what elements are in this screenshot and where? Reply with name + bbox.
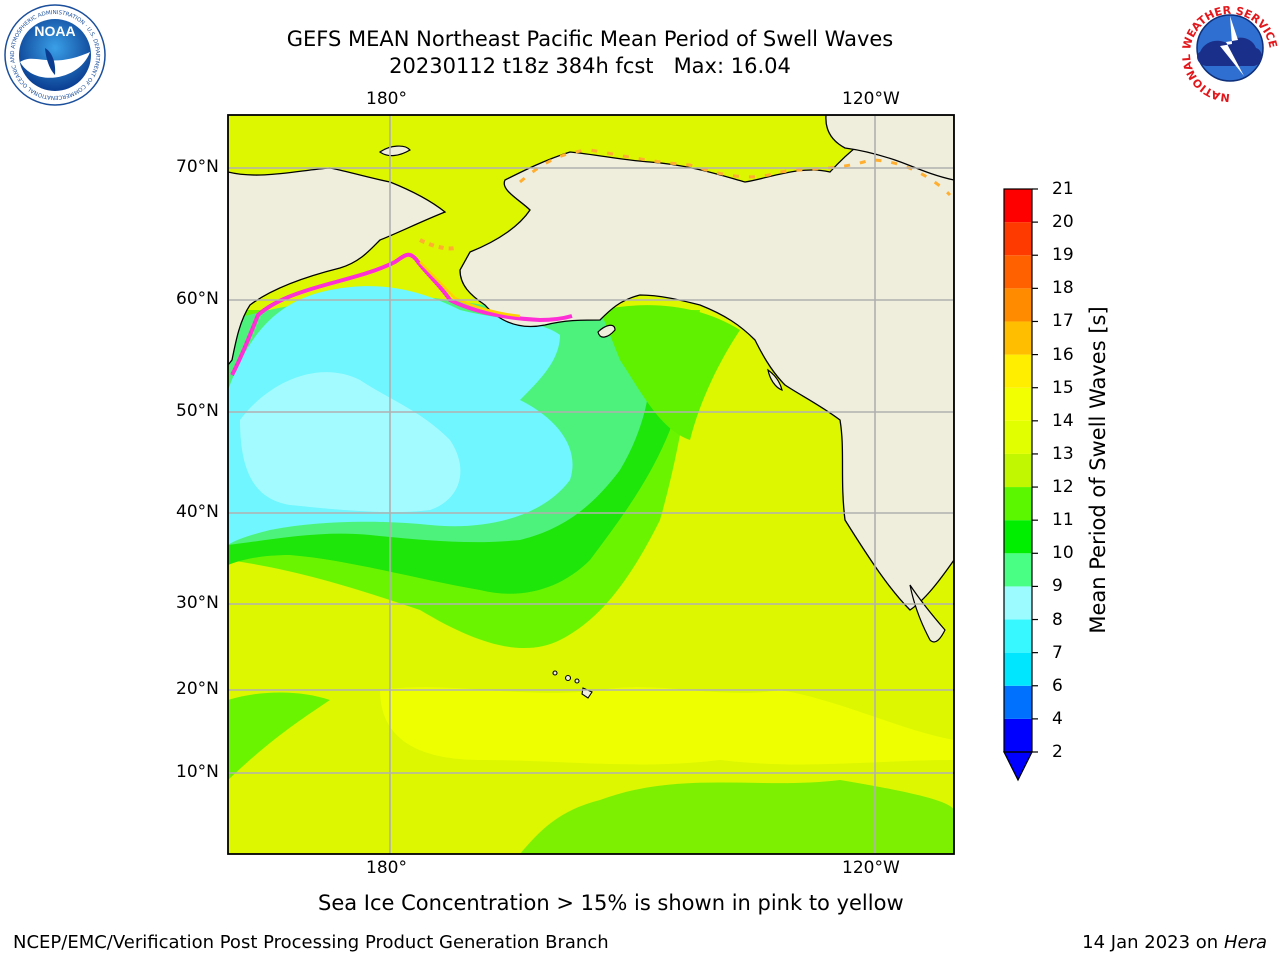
sea-ice-edge-bering [230, 252, 573, 376]
colorbar-tick-label: 15 [1052, 377, 1074, 398]
colorbar-swatch [1004, 553, 1032, 587]
lon-tick-bottom-120w: 120°W [842, 858, 900, 878]
footer-date: 14 Jan 2023 on Hera [1082, 932, 1267, 953]
colorbar-tick-label: 19 [1052, 245, 1074, 266]
colorbar-swatch [1004, 420, 1032, 454]
map-title-line1: GEFS MEAN Northeast Pacific Mean Period … [286, 27, 894, 51]
land-baja [909, 584, 946, 643]
colorbar-swatch [1004, 619, 1032, 653]
colorbar-tick-label: 17 [1052, 311, 1074, 332]
colorbar-tick-label: 8 [1052, 609, 1063, 630]
colorbar-tick-label: 12 [1052, 477, 1074, 498]
map-plot-area [228, 115, 954, 854]
colorbar-swatch [1004, 453, 1032, 488]
lat-tick-20n: 20°N [176, 679, 219, 699]
sea-ice-note: Sea Ice Concentration > 15% is shown in … [318, 891, 904, 915]
colorbar-swatch [1004, 586, 1032, 620]
footer-credit: NCEP/EMC/Verification Post Processing Pr… [13, 932, 609, 953]
swell-region-green-bottom [520, 780, 954, 854]
colorbar-tick-label: 16 [1052, 344, 1074, 365]
colorbar-tick-label: 10 [1052, 543, 1074, 564]
colorbar-tick-label: 11 [1052, 510, 1074, 531]
colorbar-tick-label: 14 [1052, 410, 1074, 431]
colorbar-swatch [1004, 255, 1032, 289]
colorbar-swatch [1004, 387, 1032, 421]
colorbar-swatch [1004, 487, 1032, 521]
land-northeast-corner [825, 115, 954, 181]
sea-ice-chukchi [419, 238, 456, 251]
lat-tick-50n: 50°N [176, 401, 219, 421]
nws-logo: NATIONAL WEATHER SERVICE [1180, 2, 1280, 104]
footer-date-text: 14 Jan 2023 on [1082, 932, 1219, 953]
colorbar-tick-label: 21 [1052, 179, 1074, 199]
colorbar-tick-label: 20 [1052, 212, 1074, 233]
lon-tick-top-180: 180° [366, 89, 407, 109]
sea-ice-edge-bering-yellow [419, 261, 521, 318]
colorbar-tick-label: 9 [1052, 576, 1063, 597]
land-kodiak [597, 324, 616, 338]
colorbar [1003, 188, 1038, 782]
colorbar-swatch [1004, 189, 1032, 223]
lon-tick-bottom-180: 180° [366, 858, 407, 878]
land-alaska-canada [459, 121, 954, 611]
footer-machine: Hera [1223, 932, 1267, 953]
colorbar-title: Mean Period of Swell Waves [s] [1086, 306, 1110, 634]
colorbar-swatch [1004, 321, 1032, 355]
colorbar-tick-label: 7 [1052, 642, 1063, 663]
lat-tick-70n: 70°N [176, 157, 219, 177]
colorbar-tick-label: 2 [1052, 742, 1063, 762]
colorbar-swatch [1004, 652, 1032, 686]
colorbar-frame [1003, 188, 1033, 753]
colorbar-swatch [1004, 718, 1032, 752]
colorbar-tick-label: 13 [1052, 443, 1074, 464]
colorbar-swatch [1004, 520, 1032, 554]
map-frame [227, 114, 955, 855]
map-title-line2: 20230112 t18z 384h fcst Max: 16.04 [389, 54, 791, 78]
lat-tick-40n: 40°N [176, 502, 219, 522]
colorbar-tick-label: 4 [1052, 708, 1063, 729]
colorbar-swatch [1004, 222, 1032, 256]
swell-region-greenish-coast [600, 305, 740, 440]
land-vancouver-island [767, 368, 783, 391]
lat-tick-60n: 60°N [176, 289, 219, 309]
sea-ice-arctic-coast [519, 148, 952, 197]
lat-tick-30n: 30°N [176, 593, 219, 613]
colorbar-extension-triangle [1003, 751, 1033, 782]
colorbar-tick-label: 6 [1052, 675, 1063, 696]
colorbar-swatch [1004, 685, 1032, 719]
colorbar-swatch [1004, 288, 1032, 322]
swell-region-light-cyan [240, 372, 461, 513]
lat-tick-10n: 10°N [176, 762, 219, 782]
map-graticule [228, 115, 954, 854]
noaa-logo-text: NOAA [34, 23, 75, 39]
noaa-logo: NOAA NATIONAL OCEANIC AND ATMOSPHERIC AD… [4, 4, 106, 106]
swell-region-yellow [380, 687, 954, 765]
colorbar-tick-label: 18 [1052, 278, 1074, 299]
lon-tick-top-120w: 120°W [842, 89, 900, 109]
colorbar-swatch [1004, 354, 1032, 388]
